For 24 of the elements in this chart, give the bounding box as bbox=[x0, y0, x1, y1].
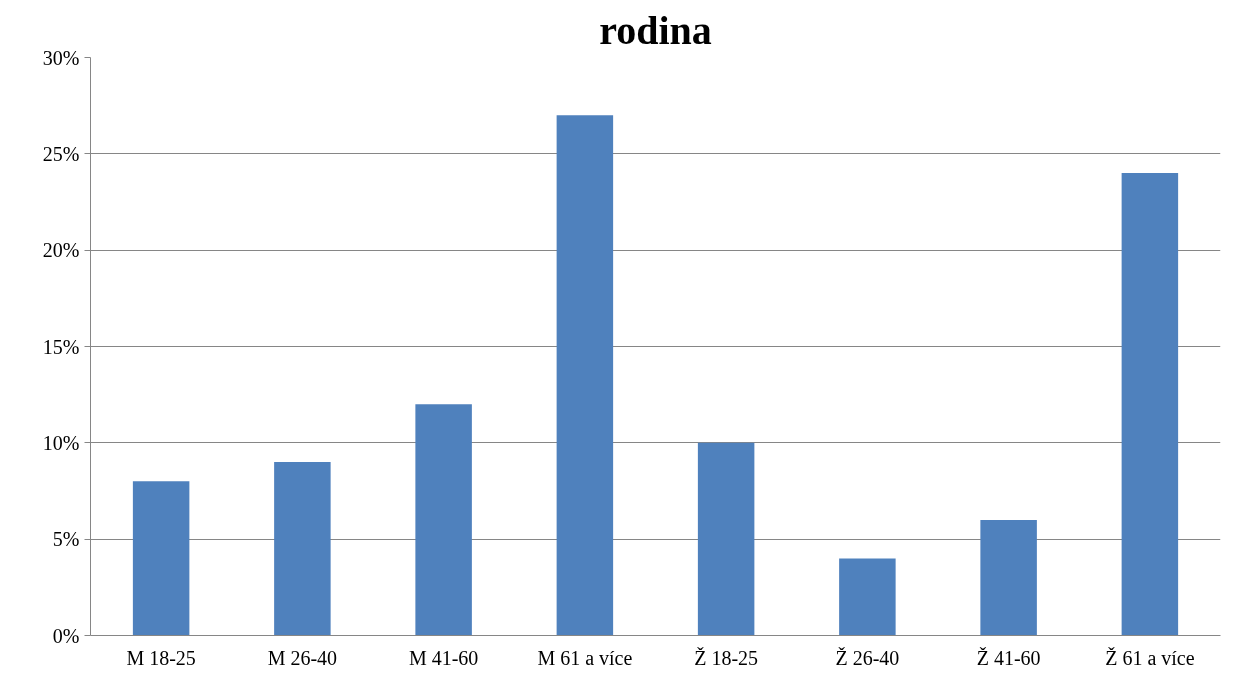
x-tick-label: Ž 61 a více bbox=[1105, 646, 1195, 669]
y-tick-label: 20% bbox=[42, 239, 80, 262]
bar bbox=[839, 558, 896, 636]
bar bbox=[415, 404, 472, 636]
x-tick-label: M 41-60 bbox=[408, 646, 479, 669]
y-tick-label: 5% bbox=[52, 528, 80, 551]
bar bbox=[556, 115, 614, 636]
y-tick-label: 25% bbox=[42, 142, 80, 165]
y-tick-label: 15% bbox=[42, 335, 80, 358]
bar bbox=[980, 519, 1037, 636]
x-tick-label: M 18-25 bbox=[126, 646, 196, 669]
bar bbox=[132, 481, 190, 636]
bar bbox=[1121, 173, 1179, 636]
x-tick-label: Ž 41-60 bbox=[976, 646, 1041, 669]
y-tick-label: 0% bbox=[52, 624, 80, 647]
bar bbox=[274, 462, 331, 636]
y-tick-label: 30% bbox=[42, 46, 80, 69]
x-tick-label: Ž 18-25 bbox=[694, 646, 759, 669]
chart-title: rodina bbox=[599, 7, 712, 53]
y-tick-label: 10% bbox=[42, 431, 80, 454]
x-tick-label: M 61 a více bbox=[537, 646, 633, 669]
x-tick-label: M 26-40 bbox=[267, 646, 338, 669]
bar bbox=[697, 442, 755, 636]
x-tick-label: Ž 26-40 bbox=[835, 646, 900, 669]
